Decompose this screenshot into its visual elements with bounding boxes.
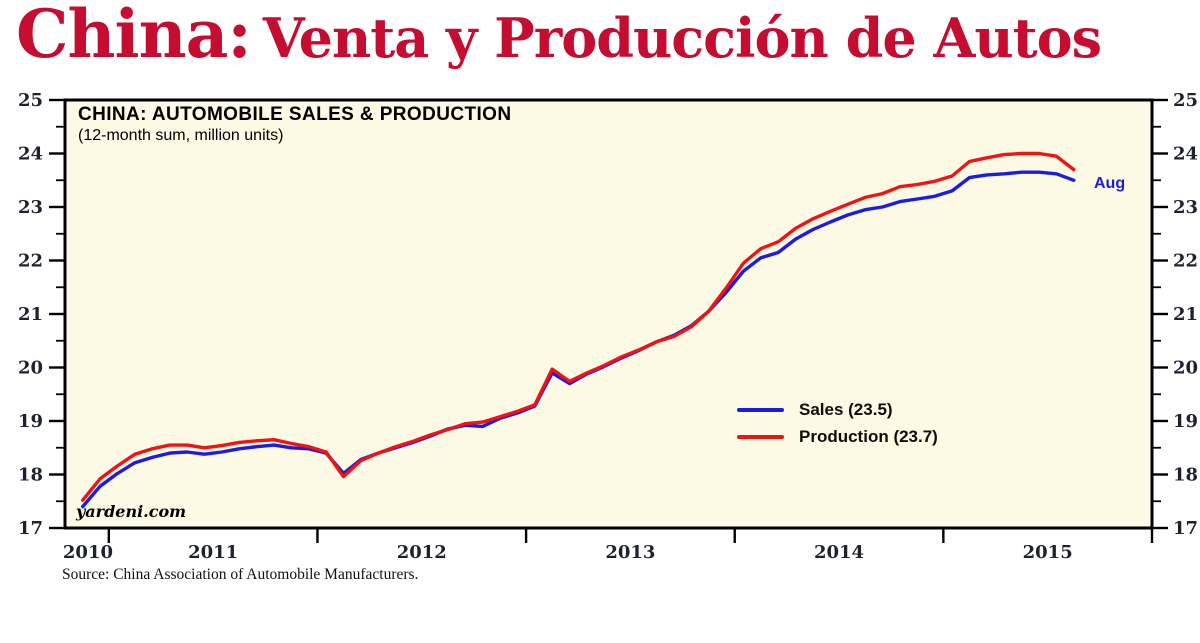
y-axis-label-left: 23 bbox=[18, 197, 43, 218]
series-line-production bbox=[80, 151, 1076, 502]
chart-subtitle: (12-month sum, million units) bbox=[78, 127, 284, 144]
y-axis-label-right: 22 bbox=[1173, 251, 1198, 272]
x-axis-label: 2012 bbox=[397, 542, 447, 563]
y-axis-label-right: 17 bbox=[1173, 518, 1198, 539]
x-axis-label: 2010 bbox=[63, 542, 113, 563]
legend-item-production: Production (23.7) bbox=[737, 426, 938, 448]
legend-label-sales: Sales (23.5) bbox=[799, 400, 893, 419]
sales-line-swatch bbox=[737, 408, 784, 412]
x-axis-label: 2015 bbox=[1023, 542, 1073, 563]
legend: Sales (23.5) Production (23.7) bbox=[737, 399, 938, 453]
legend-label-production: Production (23.7) bbox=[799, 427, 938, 446]
y-axis-label-right: 18 bbox=[1173, 465, 1198, 486]
y-axis-label-left: 17 bbox=[18, 518, 43, 539]
page-title: China: Venta y Producción de Autos bbox=[16, 0, 1102, 70]
x-axis-label: 2011 bbox=[188, 542, 238, 563]
source-note: Source: China Association of Automobile … bbox=[62, 566, 419, 583]
y-axis-label-left: 18 bbox=[18, 465, 43, 486]
y-axis-label-right: 19 bbox=[1173, 411, 1198, 432]
page-title-rest: Venta y Producción de Autos bbox=[262, 6, 1102, 70]
y-axis-label-left: 20 bbox=[18, 358, 43, 379]
x-axis-label: 2014 bbox=[814, 542, 864, 563]
y-axis-label-left: 25 bbox=[18, 90, 43, 111]
y-axis-label-left: 21 bbox=[18, 304, 43, 325]
watermark: yardeni.com bbox=[76, 502, 187, 521]
end-month-label: Aug bbox=[1094, 175, 1126, 192]
y-axis-label-left: 19 bbox=[18, 411, 43, 432]
legend-item-sales: Sales (23.5) bbox=[737, 399, 938, 421]
x-axis-label: 2013 bbox=[605, 542, 655, 563]
y-axis-label-right: 20 bbox=[1173, 358, 1198, 379]
y-axis-label-right: 24 bbox=[1173, 144, 1198, 165]
plot-area bbox=[65, 100, 1152, 528]
y-axis-label-right: 25 bbox=[1173, 90, 1198, 111]
plot-border bbox=[63, 98, 1154, 530]
y-axis-label-right: 21 bbox=[1173, 304, 1198, 325]
page-title-prefix: China: bbox=[16, 0, 252, 73]
production-line-swatch bbox=[737, 435, 784, 439]
y-axis-label-left: 22 bbox=[18, 251, 43, 272]
y-axis-label-right: 23 bbox=[1173, 197, 1198, 218]
y-axis-label-left: 24 bbox=[18, 144, 43, 165]
chart-title: CHINA: AUTOMOBILE SALES & PRODUCTION bbox=[78, 104, 512, 125]
